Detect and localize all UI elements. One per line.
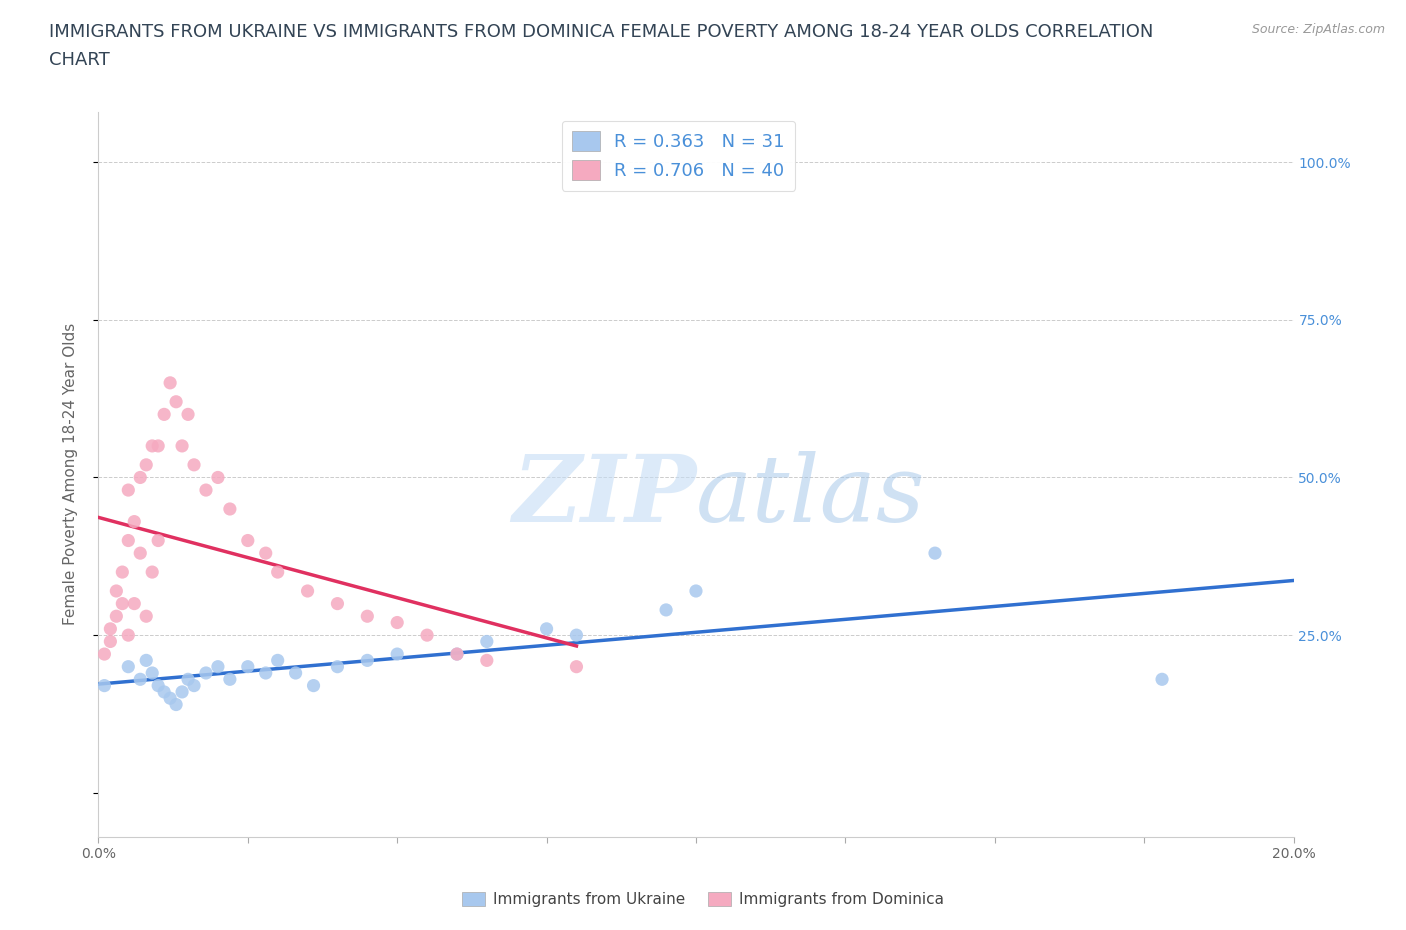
Point: [356, 653, 378, 668]
Text: Source: ZipAtlas.com: Source: ZipAtlas.com: [1251, 23, 1385, 36]
Point: [159, 691, 181, 706]
Text: atlas: atlas: [696, 451, 925, 541]
Point: [446, 646, 468, 661]
Legend: Immigrants from Ukraine, Immigrants from Dominica: Immigrants from Ukraine, Immigrants from…: [457, 885, 949, 913]
Point: [236, 533, 259, 548]
Point: [148, 438, 170, 453]
Point: [93, 678, 115, 693]
Point: [105, 609, 128, 624]
Point: [302, 678, 325, 693]
Text: CHART: CHART: [49, 51, 110, 69]
Point: [219, 671, 242, 686]
Point: [195, 666, 218, 681]
Point: [475, 634, 498, 649]
Point: [117, 659, 139, 674]
Point: [135, 609, 157, 624]
Point: [98, 634, 122, 649]
Point: [148, 533, 170, 548]
Point: [183, 678, 205, 693]
Point: [565, 659, 588, 674]
Point: [153, 684, 176, 699]
Legend: R = 0.363   N = 31, R = 0.706   N = 40: R = 0.363 N = 31, R = 0.706 N = 40: [561, 121, 796, 191]
Point: [536, 621, 558, 636]
Point: [385, 615, 409, 630]
Point: [446, 646, 468, 661]
Point: [117, 533, 139, 548]
Point: [129, 671, 152, 686]
Point: [254, 666, 277, 681]
Point: [565, 628, 588, 643]
Point: [172, 684, 194, 699]
Point: [165, 698, 187, 712]
Point: [356, 609, 378, 624]
Point: [416, 628, 439, 643]
Point: [1152, 671, 1174, 686]
Point: [254, 546, 277, 561]
Y-axis label: Female Poverty Among 18-24 Year Olds: Female Poverty Among 18-24 Year Olds: [63, 324, 77, 626]
Point: [183, 458, 205, 472]
Point: [326, 596, 349, 611]
Point: [475, 653, 498, 668]
Point: [148, 678, 170, 693]
Point: [124, 514, 146, 529]
Point: [117, 628, 139, 643]
Point: [267, 565, 290, 579]
Point: [685, 583, 707, 598]
Point: [165, 394, 187, 409]
Point: [385, 646, 409, 661]
Point: [177, 671, 200, 686]
Point: [297, 583, 319, 598]
Point: [207, 659, 229, 674]
Text: IMMIGRANTS FROM UKRAINE VS IMMIGRANTS FROM DOMINICA FEMALE POVERTY AMONG 18-24 Y: IMMIGRANTS FROM UKRAINE VS IMMIGRANTS FR…: [49, 23, 1153, 41]
Point: [135, 653, 157, 668]
Point: [284, 666, 307, 681]
Point: [924, 546, 946, 561]
Point: [219, 501, 242, 516]
Point: [111, 565, 134, 579]
Point: [105, 583, 128, 598]
Point: [117, 483, 139, 498]
Point: [207, 470, 229, 485]
Point: [141, 565, 163, 579]
Point: [267, 653, 290, 668]
Point: [111, 596, 134, 611]
Point: [326, 659, 349, 674]
Point: [129, 546, 152, 561]
Point: [159, 376, 181, 391]
Point: [655, 603, 678, 618]
Point: [195, 483, 218, 498]
Point: [141, 666, 163, 681]
Point: [153, 407, 176, 422]
Point: [236, 659, 259, 674]
Point: [98, 621, 122, 636]
Point: [172, 438, 194, 453]
Point: [177, 407, 200, 422]
Text: ZIP: ZIP: [512, 451, 696, 541]
Point: [93, 646, 115, 661]
Point: [129, 470, 152, 485]
Point: [141, 438, 163, 453]
Point: [124, 596, 146, 611]
Point: [135, 458, 157, 472]
